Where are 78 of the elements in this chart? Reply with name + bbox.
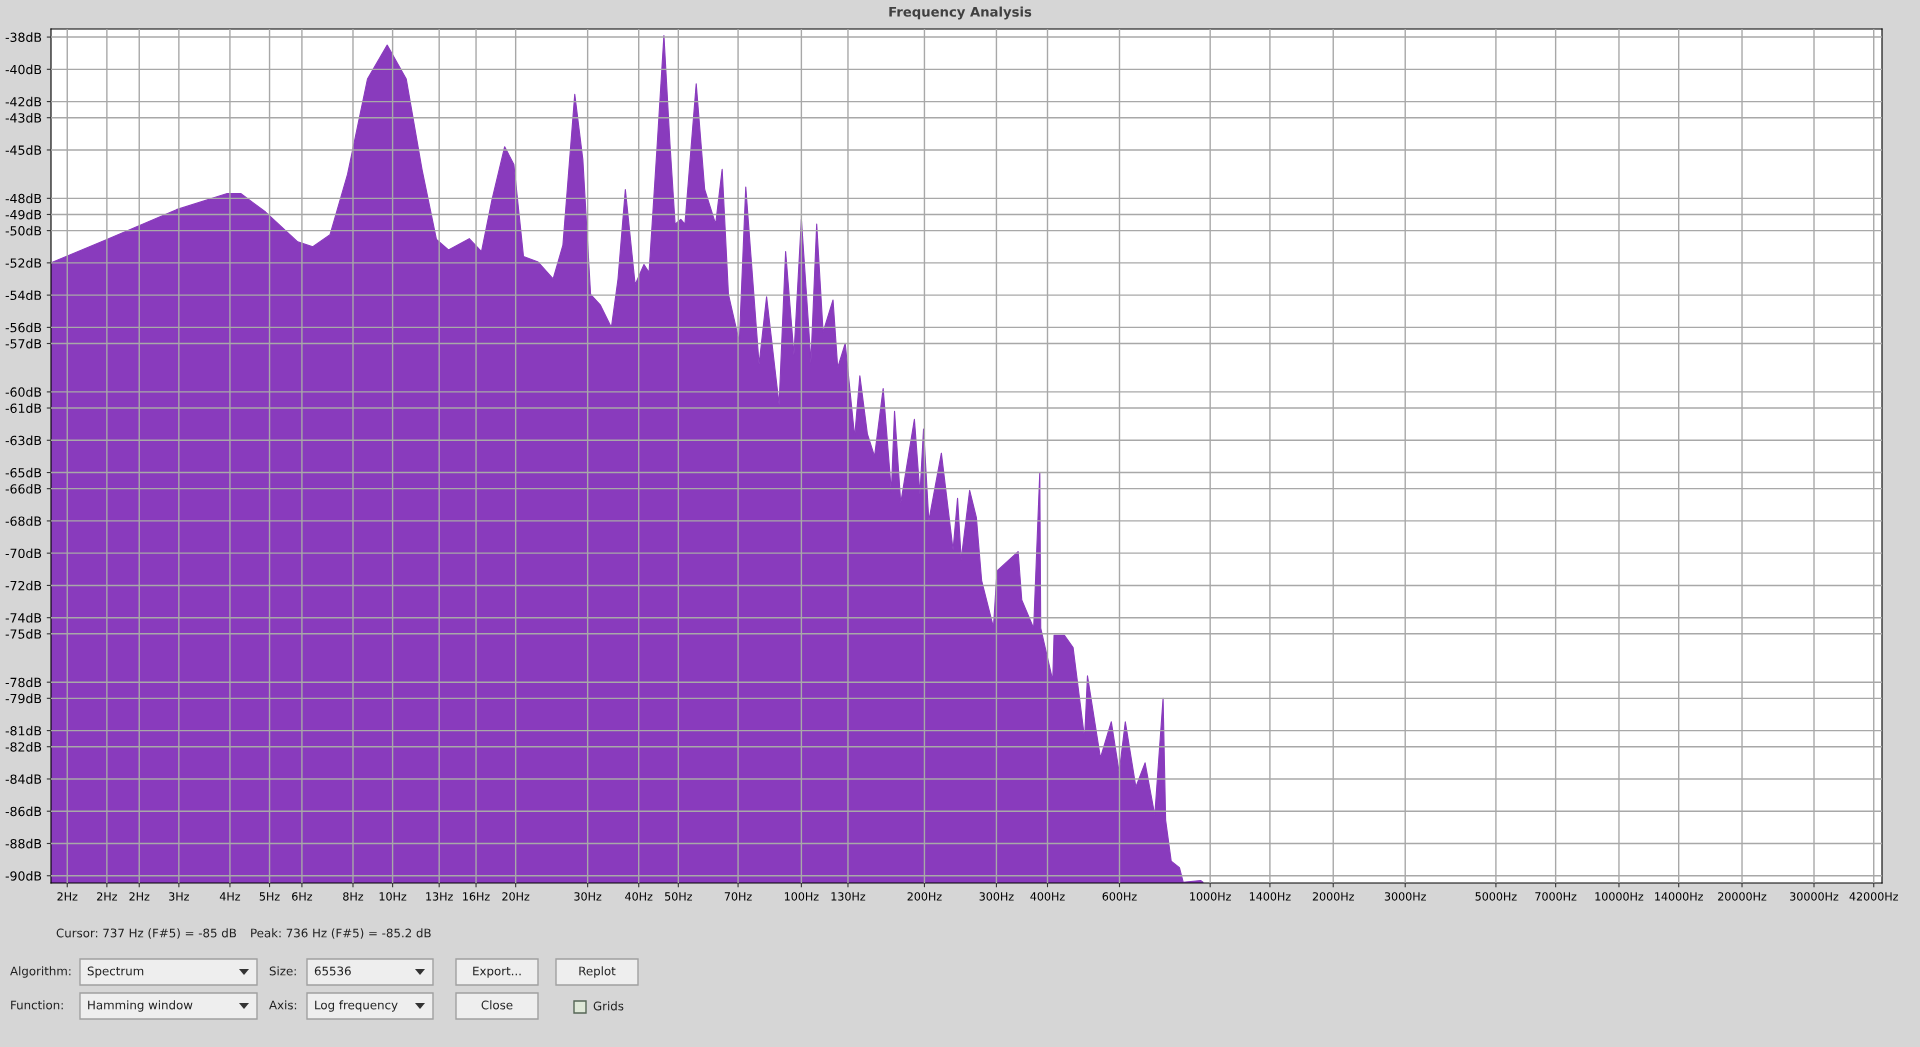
y-tick-label: -52dB — [5, 258, 42, 268]
x-tick-label: 14000Hz — [1655, 892, 1703, 901]
text: Function: — [11, 1000, 63, 1010]
x-tick-label: 2Hz — [129, 892, 150, 901]
y-tick-label: -78dB — [5, 677, 42, 688]
text: Spectrum — [87, 966, 144, 978]
y-tick-label: -79dB — [5, 693, 42, 704]
x-tick-label: 40Hz — [625, 892, 653, 901]
text: Hamming window — [88, 1000, 193, 1012]
y-tick-label: -50dB — [5, 225, 42, 236]
x-tick-label: 70Hz — [724, 892, 752, 901]
x-tick-label: 7000Hz — [1535, 892, 1577, 901]
y-tick-label: -90dB — [5, 870, 42, 881]
x-tick-label: 10000Hz — [1595, 892, 1644, 901]
y-tick-label: -88dB — [5, 838, 42, 849]
y-tick-label: -49dB — [5, 209, 42, 220]
y-tick-label: -68dB — [5, 516, 42, 526]
y-tick-label: -86dB — [5, 806, 42, 817]
x-tick-label: 100Hz — [784, 892, 819, 901]
y-tick-label: -48dB — [5, 193, 42, 204]
text: Size: — [269, 966, 296, 976]
x-tick-label: 1400Hz — [1249, 892, 1291, 901]
y-tick-label: -61dB — [5, 403, 42, 413]
y-tick-label: -72dB — [5, 580, 42, 591]
text: Peak: 736 Hz (F#5) = -85.2 dB — [251, 928, 431, 939]
x-tick-label: 2Hz — [57, 892, 78, 901]
y-tick-label: -70dB — [5, 548, 42, 559]
y-tick-label: -74dB — [5, 612, 42, 623]
y-tick-label: -81dB — [5, 725, 42, 736]
text: 65536 — [314, 966, 351, 976]
x-tick-label: 400Hz — [1030, 892, 1065, 901]
x-tick-label: 6Hz — [292, 892, 313, 901]
x-tick-label: 600Hz — [1102, 892, 1137, 901]
x-tick-label: 4Hz — [219, 892, 241, 901]
y-tick-label: -84dB — [5, 774, 42, 784]
text: Grids — [593, 1001, 624, 1011]
x-tick-label: 8Hz — [343, 892, 364, 901]
x-tick-label: 50Hz — [665, 892, 693, 901]
x-tick-label: 30000Hz — [1790, 892, 1839, 901]
x-tick-label: 3000Hz — [1384, 892, 1426, 901]
y-tick-label: -65dB — [5, 467, 42, 478]
x-tick-label: 2Hz — [97, 892, 118, 901]
y-tick-label: -38dB — [5, 32, 42, 42]
x-tick-label: 10Hz — [379, 892, 407, 901]
x-tick-label: 130Hz — [831, 892, 866, 901]
x-tick-label: 2000Hz — [1312, 892, 1354, 901]
x-tick-label: 42000Hz — [1849, 892, 1899, 901]
y-tick-label: -66dB — [5, 483, 42, 494]
y-tick-label: -40dB — [5, 64, 42, 75]
x-tick-label: 200Hz — [907, 892, 942, 901]
text: Algorithm: — [10, 966, 71, 978]
y-tick-label: -54dB — [5, 290, 42, 301]
x-tick-label: 5000Hz — [1475, 892, 1517, 901]
text: Replot — [579, 966, 616, 978]
y-tick-label: -60dB — [5, 387, 42, 397]
x-tick-label: 20Hz — [502, 892, 530, 901]
text: Axis: — [269, 1000, 297, 1010]
y-tick-label: -43dB — [5, 112, 42, 123]
y-tick-label: -82dB — [5, 741, 42, 752]
x-tick-label: 30Hz — [574, 892, 602, 901]
x-tick-label: 1000Hz — [1190, 892, 1231, 901]
y-tick-label: -56dB — [5, 322, 42, 333]
text: Close — [481, 1000, 513, 1010]
y-tick-label: -57dB — [5, 338, 42, 349]
y-tick-label: -42dB — [5, 96, 42, 107]
text: Export... — [473, 966, 521, 978]
text: Log frequency — [315, 1000, 398, 1012]
y-tick-label: -45dB — [5, 145, 42, 155]
x-tick-label: 13Hz — [426, 892, 453, 901]
y-tick-label: -63dB — [5, 435, 42, 446]
text: Cursor: 737 Hz (F#5) = -85 dB — [56, 928, 237, 939]
x-tick-label: 16Hz — [463, 892, 490, 901]
x-tick-label: 300Hz — [979, 892, 1014, 901]
x-tick-label: 20000Hz — [1718, 892, 1767, 901]
x-tick-label: 5Hz — [259, 892, 280, 901]
x-tick-label: 3Hz — [169, 892, 190, 901]
y-tick-label: -75dB — [5, 629, 42, 639]
chart-title: Frequency Analysis — [889, 6, 1032, 20]
